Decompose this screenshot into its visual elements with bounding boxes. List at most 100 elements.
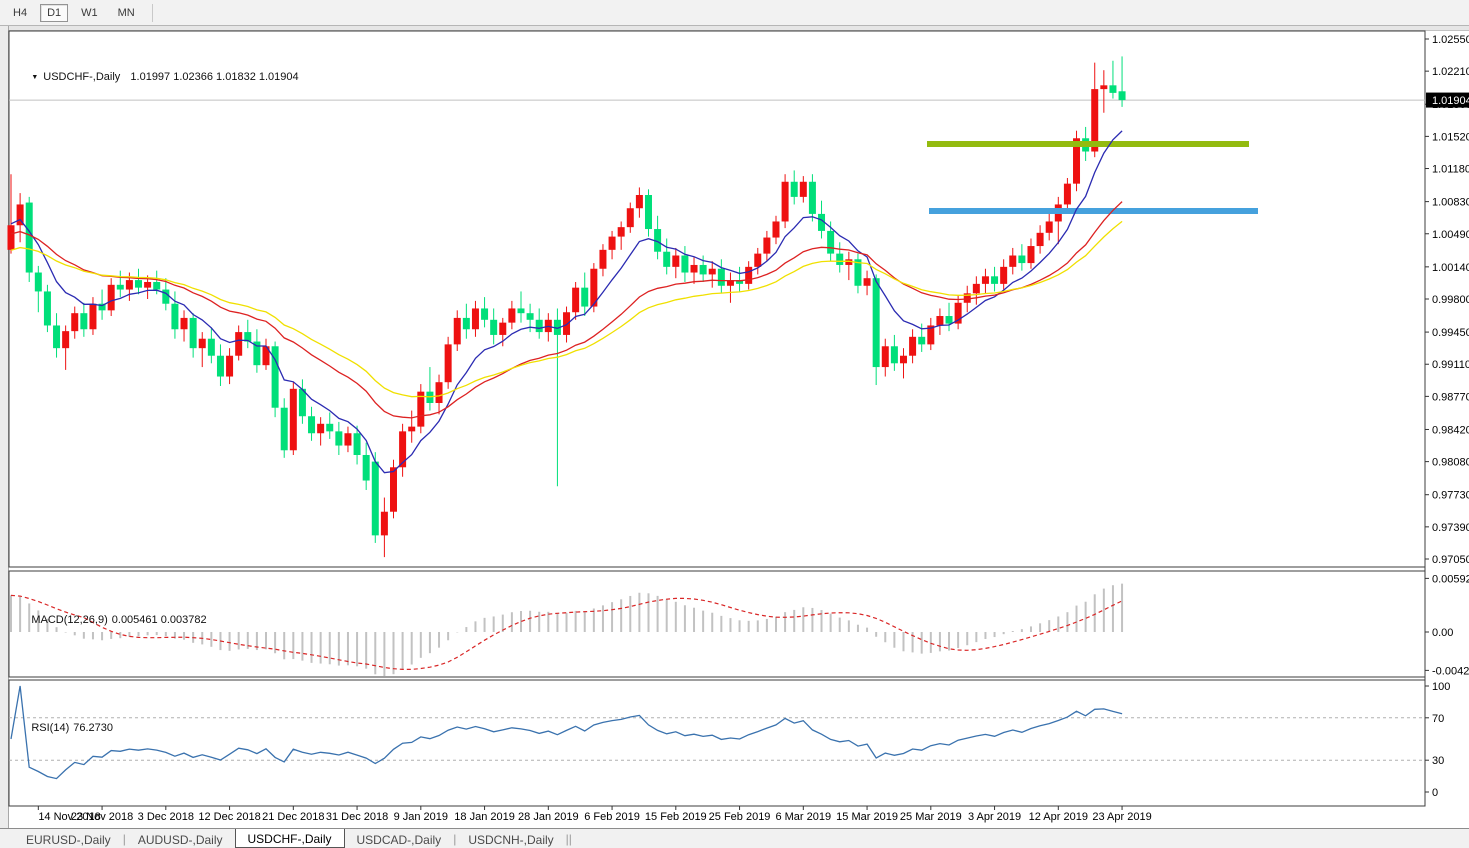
candle [353, 433, 361, 455]
price-axis-label: 0.97730 [1432, 490, 1469, 502]
candle [754, 253, 762, 267]
candle [927, 325, 935, 345]
chart-tab-usdcnh[interactable]: USDCNH-,Daily [468, 832, 554, 847]
chart-area: 1.025501.022101.018601.015201.011801.008… [0, 26, 1469, 828]
candle [681, 255, 689, 273]
chart-tab-eurusd[interactable]: EURUSD-,Daily [26, 832, 111, 847]
main-pane[interactable] [8, 30, 1426, 568]
date-axis-label: 15 Feb 2019 [645, 811, 707, 823]
date-axis-label: 3 Dec 2018 [138, 811, 194, 823]
rsi-pane[interactable] [8, 679, 1426, 807]
rsi-value: 76.2730 [73, 722, 114, 734]
timeframe-button-d1[interactable]: D1 [40, 3, 69, 22]
chart-symbol: USDCHF-,Daily [43, 71, 121, 83]
candle [1109, 85, 1117, 93]
candle [553, 319, 561, 335]
candle [936, 316, 944, 326]
timeframe-button-w1[interactable]: W1 [81, 6, 98, 19]
candle [435, 382, 443, 403]
collapse-marker-icon[interactable]: ▼ [31, 74, 39, 81]
price-axis-label: 0.98770 [1432, 391, 1469, 403]
macd-axis-label: 0.00 [1432, 627, 1453, 639]
candle [981, 276, 989, 284]
price-axis-label: 1.02550 [1432, 34, 1469, 46]
candle [335, 431, 343, 446]
rsi-axis-label: 70 [1432, 713, 1444, 725]
chart-tab-bar: EURUSD-,Daily | AUDUSD-,Daily USDCHF-,Daily… [0, 828, 1469, 848]
candle [517, 308, 525, 314]
date-axis-label: 14 Nov 2018 [38, 811, 100, 823]
candle [371, 461, 379, 536]
candle [43, 291, 51, 326]
tab-separator: | [122, 831, 126, 846]
rsi-name: RSI(14) [31, 722, 70, 734]
candle [189, 317, 197, 349]
candle [1000, 266, 1008, 284]
candle [745, 266, 753, 284]
price-chart: 1.025501.022101.018601.015201.011801.008… [7, 30, 1469, 823]
rsi-axis-label: 0 [1432, 787, 1438, 799]
chart-tab-audusd[interactable]: AUDUSD-,Daily [137, 832, 223, 847]
candle [881, 346, 889, 368]
candle [171, 303, 179, 330]
candle [280, 407, 288, 451]
candle [535, 319, 543, 333]
candle [471, 308, 479, 330]
candle [508, 308, 516, 323]
candle [599, 249, 607, 269]
candle [608, 236, 616, 250]
chart-title: ▼ USDCHF-,Daily 1.01997 1.02366 1.01832 1… [13, 59, 303, 95]
price-axis-label: 0.98080 [1432, 457, 1469, 469]
macd-indicator-label: MACD(12,26,9) 0.005461 0.003782 [13, 602, 211, 638]
candle [362, 454, 370, 481]
candle [1009, 255, 1017, 267]
slow-ma-line [10, 220, 1123, 398]
candle [1027, 246, 1035, 264]
candle [690, 264, 698, 273]
candle [954, 302, 962, 324]
timeframe-button-h4[interactable]: H4 [13, 6, 28, 19]
candle [581, 287, 589, 307]
chart-tab-usdcad[interactable]: USDCAD-,Daily [356, 832, 442, 847]
rsi-axis-label: 100 [1432, 681, 1450, 693]
candle [25, 202, 33, 273]
candle [453, 317, 461, 345]
candle [253, 341, 261, 366]
candle [799, 181, 807, 197]
timeframe-button-mn[interactable]: MN [117, 6, 135, 19]
candle [736, 280, 744, 284]
date-axis-label: 25 Feb 2019 [709, 811, 771, 823]
chart-ohlc-values: 1.01997 1.02366 1.01832 1.01904 [130, 71, 299, 83]
candle [781, 181, 789, 222]
date-axis-label: 12 Apr 2019 [1029, 811, 1088, 823]
candle [563, 312, 571, 335]
rsi-line [10, 685, 1123, 780]
candle [216, 355, 224, 377]
candle [972, 283, 980, 294]
candle [207, 338, 215, 356]
tab-separator: | [453, 831, 457, 846]
candle [262, 346, 270, 366]
timeframe-toolbar: H4 D1 W1 MN [0, 0, 1469, 26]
price-axis-label: 0.99450 [1432, 327, 1469, 339]
chart-tab-usdchf[interactable]: USDCHF-,Daily [234, 829, 345, 848]
tab-separator: | [565, 831, 569, 846]
candle [590, 268, 598, 307]
price-axis-label: 1.00490 [1432, 229, 1469, 241]
candle [16, 204, 24, 226]
candle [116, 284, 124, 290]
candle [98, 303, 106, 311]
candle [235, 332, 243, 356]
rsi-axis-label: 30 [1432, 755, 1444, 767]
candle [34, 272, 42, 292]
candle [107, 284, 115, 311]
macd-name: MACD(12,26,9) [31, 614, 108, 626]
fast-ma-line [10, 130, 1123, 474]
mid-ma-line [10, 201, 1123, 419]
candle [899, 355, 907, 364]
macd-pane[interactable] [8, 570, 1426, 678]
date-axis-label: 23 Nov 2018 [71, 811, 133, 823]
candle [890, 346, 898, 364]
candle [827, 230, 835, 254]
